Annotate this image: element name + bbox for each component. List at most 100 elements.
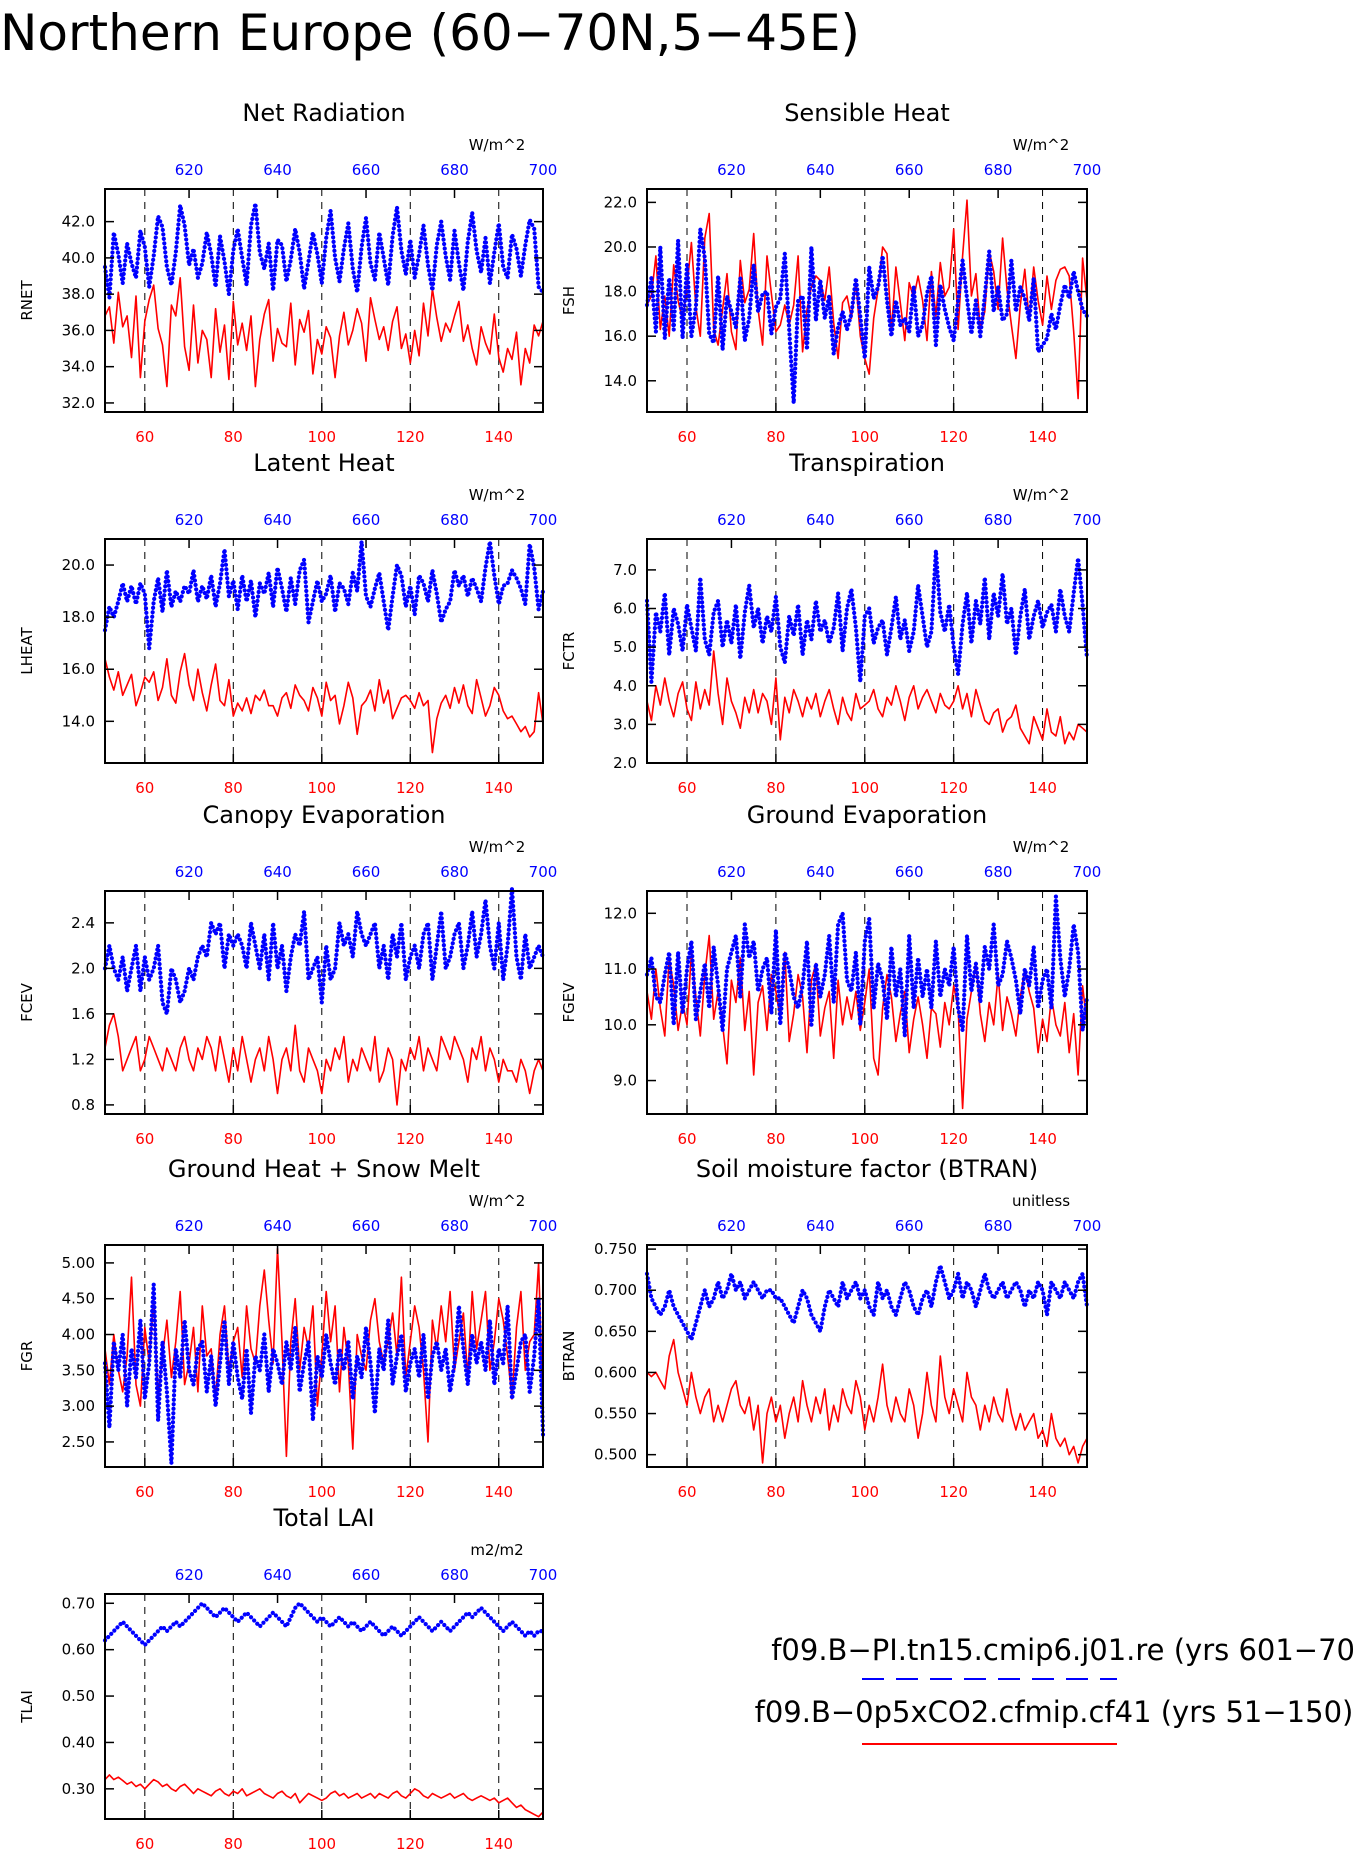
x-tick-label-top: 680 bbox=[440, 1566, 469, 1584]
x-tick-label-top: 620 bbox=[175, 511, 204, 529]
y-axis-label: TLAI bbox=[18, 1690, 36, 1724]
units-label: W/m^2 bbox=[469, 136, 526, 154]
y-tick-label: 0.8 bbox=[71, 1096, 95, 1114]
x-tick-label-top: 620 bbox=[717, 161, 746, 179]
units-label: W/m^2 bbox=[1013, 136, 1070, 154]
plot-frame bbox=[104, 1593, 544, 1820]
x-tick-label-top: 620 bbox=[717, 511, 746, 529]
x-tick-label-bottom: 60 bbox=[135, 1130, 154, 1148]
x-tick-label-bottom: 100 bbox=[307, 1835, 336, 1849]
x-tick-label-bottom: 120 bbox=[939, 428, 968, 446]
y-tick-label: 20.0 bbox=[604, 238, 637, 256]
series-line-control bbox=[102, 1601, 546, 1648]
y-tick-label: 3.00 bbox=[62, 1397, 95, 1415]
y-tick-label: 1.6 bbox=[71, 1005, 95, 1023]
units-label: W/m^2 bbox=[469, 1192, 526, 1210]
chart-panels: Net Radiation W/m^2 32.0 34.0 36.0 38.0 40.0 42… bbox=[18, 99, 1101, 1853]
y-tick-label: 1.2 bbox=[71, 1050, 95, 1068]
y-tick-label: 0.650 bbox=[594, 1322, 637, 1340]
y-tick-label: 32.0 bbox=[62, 394, 95, 412]
x-tick-label-top: 700 bbox=[529, 511, 558, 529]
y-tick-label: 9.0 bbox=[613, 1072, 637, 1090]
y-tick-label: 6.0 bbox=[613, 600, 637, 618]
y-tick-label: 22.0 bbox=[604, 193, 637, 211]
chart-panel: Latent Heat W/m^2 14.0 16.0 18.0 20.0 LHEAT 60 8… bbox=[18, 449, 557, 797]
series-line-control bbox=[644, 227, 1090, 406]
x-tick-label-top: 620 bbox=[717, 1217, 746, 1235]
x-tick-label-bottom: 120 bbox=[939, 1483, 968, 1501]
x-tick-label-top: 700 bbox=[529, 1217, 558, 1235]
plot-frame bbox=[104, 538, 544, 764]
x-tick-label-bottom: 60 bbox=[135, 779, 154, 797]
x-tick-label-top: 640 bbox=[806, 511, 835, 529]
x-tick-label-top: 680 bbox=[440, 161, 469, 179]
y-tick-label: 34.0 bbox=[62, 358, 95, 376]
units-label: m2/m2 bbox=[470, 1541, 523, 1559]
y-tick-label: 38.0 bbox=[62, 285, 95, 303]
x-tick-label-top: 700 bbox=[529, 161, 558, 179]
y-tick-label: 7.0 bbox=[613, 561, 637, 579]
legend-label-experiment: f09.B−0p5xCO2.cfmip.cf41 (yrs 51−150) bbox=[755, 1695, 1353, 1729]
y-axis-label: RNET bbox=[18, 280, 36, 321]
x-tick-label-top: 680 bbox=[440, 863, 469, 881]
x-tick-label-bottom: 60 bbox=[135, 1483, 154, 1501]
x-tick-label-top: 620 bbox=[175, 1217, 204, 1235]
x-tick-label-top: 660 bbox=[895, 1217, 924, 1235]
panel-title: Ground Evaporation bbox=[747, 801, 987, 829]
x-tick-label-bottom: 60 bbox=[677, 428, 696, 446]
x-tick-label-bottom: 80 bbox=[766, 428, 785, 446]
y-axis-label: LHEAT bbox=[18, 626, 36, 674]
x-tick-label-top: 640 bbox=[806, 863, 835, 881]
y-tick-label: 2.0 bbox=[71, 959, 95, 977]
y-tick-label: 18.0 bbox=[62, 608, 95, 626]
plot-frame bbox=[104, 188, 544, 413]
series-line-control bbox=[102, 886, 546, 1017]
x-tick-label-bottom: 140 bbox=[484, 779, 513, 797]
x-tick-label-bottom: 120 bbox=[396, 428, 425, 446]
y-tick-label: 0.40 bbox=[62, 1733, 95, 1751]
panel-title: Sensible Heat bbox=[784, 99, 950, 127]
x-tick-label-top: 660 bbox=[895, 863, 924, 881]
panel-title: Net Radiation bbox=[242, 99, 405, 127]
x-tick-label-top: 640 bbox=[263, 161, 292, 179]
x-tick-label-top: 640 bbox=[263, 1217, 292, 1235]
x-tick-label-bottom: 100 bbox=[850, 1130, 879, 1148]
chart-panel: Soil moisture factor (BTRAN) unitless 0.50… bbox=[560, 1155, 1101, 1501]
chart-panel: Sensible Heat W/m^2 14.0 16.0 18.0 20.0 22.0 FS… bbox=[560, 99, 1101, 446]
x-tick-label-bottom: 120 bbox=[396, 1483, 425, 1501]
x-tick-label-bottom: 140 bbox=[484, 1130, 513, 1148]
chart-panel: Total LAI m2/m2 0.30 0.40 0.50 0.60 0.70 TLAI 60… bbox=[18, 1504, 557, 1853]
x-tick-label-bottom: 120 bbox=[396, 1130, 425, 1148]
x-tick-label-bottom: 120 bbox=[939, 1130, 968, 1148]
x-tick-label-bottom: 140 bbox=[484, 1483, 513, 1501]
plot-frame bbox=[104, 1244, 544, 1468]
y-tick-label: 0.750 bbox=[594, 1240, 637, 1258]
chart-panel: Ground Evaporation W/m^2 9.0 10.0 11.0 12.0 FG… bbox=[560, 801, 1101, 1148]
x-tick-label-top: 620 bbox=[175, 863, 204, 881]
x-tick-label-top: 640 bbox=[806, 161, 835, 179]
x-tick-label-bottom: 80 bbox=[766, 1130, 785, 1148]
x-tick-label-top: 660 bbox=[352, 161, 381, 179]
y-tick-label: 0.70 bbox=[62, 1594, 95, 1612]
x-tick-label-bottom: 140 bbox=[484, 1835, 513, 1849]
x-tick-label-top: 680 bbox=[984, 511, 1013, 529]
x-tick-label-bottom: 140 bbox=[1028, 1130, 1057, 1148]
x-tick-label-top: 640 bbox=[806, 1217, 835, 1235]
y-tick-label: 5.0 bbox=[613, 638, 637, 656]
x-tick-label-bottom: 100 bbox=[307, 428, 336, 446]
x-tick-label-bottom: 60 bbox=[677, 1483, 696, 1501]
y-tick-label: 14.0 bbox=[604, 372, 637, 390]
x-tick-label-bottom: 100 bbox=[850, 779, 879, 797]
y-tick-label: 4.50 bbox=[62, 1290, 95, 1308]
series-line-experiment bbox=[104, 1247, 544, 1458]
units-label: unitless bbox=[1012, 1192, 1070, 1210]
x-tick-label-bottom: 140 bbox=[1028, 779, 1057, 797]
x-tick-label-top: 680 bbox=[984, 1217, 1013, 1235]
plot-frame bbox=[646, 188, 1088, 413]
plot-frame bbox=[646, 538, 1088, 764]
units-label: W/m^2 bbox=[469, 486, 526, 504]
x-tick-label-top: 620 bbox=[175, 1566, 204, 1584]
x-tick-label-bottom: 120 bbox=[939, 779, 968, 797]
series-line-control bbox=[102, 201, 546, 300]
